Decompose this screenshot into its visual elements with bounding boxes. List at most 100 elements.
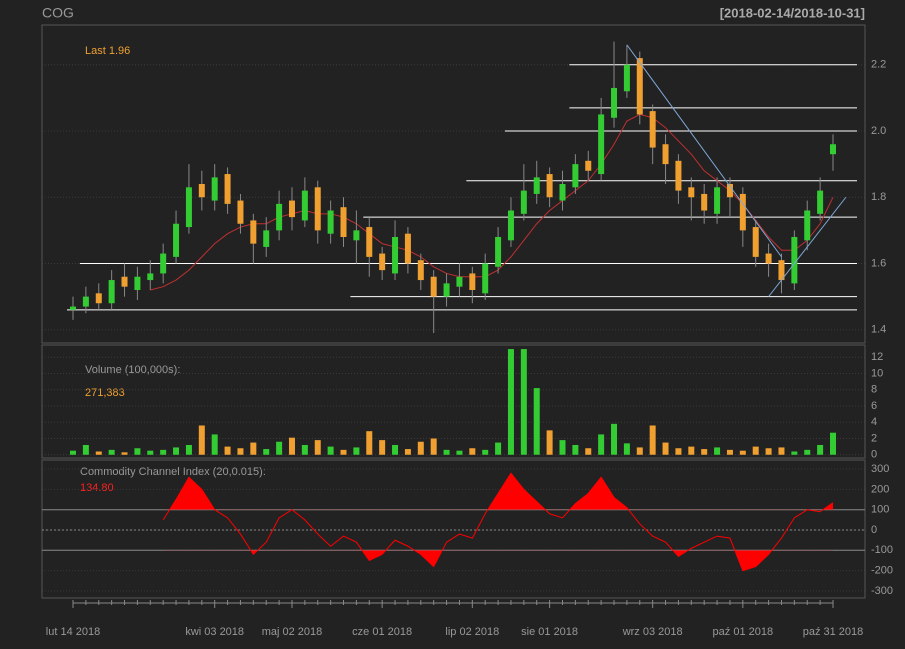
candle-body bbox=[134, 276, 141, 290]
candle-body bbox=[198, 184, 205, 198]
candle-body bbox=[456, 276, 463, 287]
volume-bar bbox=[263, 449, 270, 455]
volume-bar bbox=[237, 448, 244, 455]
volume-bar bbox=[224, 446, 231, 455]
candle-body bbox=[430, 276, 437, 297]
x-tick-label: maj 02 2018 bbox=[262, 626, 323, 638]
candle-body bbox=[314, 187, 321, 231]
volume-bar bbox=[82, 444, 89, 455]
volume-bar bbox=[611, 423, 618, 455]
candle-body bbox=[121, 276, 128, 287]
volume-last: 271,383 bbox=[85, 387, 125, 399]
candle-body bbox=[533, 177, 540, 194]
candle-body bbox=[340, 207, 347, 237]
y-tick-label: 2.0 bbox=[871, 125, 886, 137]
candle-body bbox=[443, 283, 450, 297]
candle-body bbox=[160, 253, 167, 274]
volume-bar bbox=[134, 448, 141, 455]
volume-bar bbox=[276, 441, 283, 455]
candle-body bbox=[830, 144, 836, 155]
candle-body bbox=[636, 58, 643, 115]
volume-bar bbox=[572, 444, 579, 455]
x-tick-label: lip 02 2018 bbox=[445, 626, 499, 638]
candle-body bbox=[301, 190, 308, 221]
volume-bar bbox=[675, 448, 682, 455]
volume-bar bbox=[173, 447, 180, 455]
volume-bar bbox=[585, 448, 592, 455]
candle-body bbox=[804, 210, 811, 241]
y-tick-label: 1.6 bbox=[871, 257, 886, 269]
volume-bar bbox=[482, 449, 489, 455]
candle-body bbox=[173, 223, 180, 257]
volume-bar bbox=[701, 449, 708, 455]
candle-body bbox=[752, 227, 759, 257]
y-tick-label: 0 bbox=[871, 449, 877, 461]
candle-body bbox=[108, 280, 115, 304]
x-tick-label: sie 01 2018 bbox=[521, 626, 578, 638]
volume-bar bbox=[739, 450, 746, 455]
cci-fill bbox=[169, 473, 833, 510]
volume-bar bbox=[392, 444, 399, 455]
volume-bar bbox=[95, 451, 102, 455]
panel-border bbox=[41, 24, 866, 344]
volume-bar bbox=[430, 438, 437, 455]
volume-bar bbox=[662, 442, 669, 455]
candle-body bbox=[288, 200, 295, 218]
volume-bar bbox=[211, 434, 218, 455]
volume-bar bbox=[301, 444, 308, 455]
y-tick-label: 8 bbox=[871, 384, 877, 396]
y-tick-label: 10 bbox=[871, 367, 883, 379]
candle-body bbox=[559, 184, 566, 201]
candle-body bbox=[353, 230, 360, 241]
y-tick-label: -200 bbox=[871, 565, 893, 577]
volume-bar bbox=[353, 447, 360, 455]
volume-bar bbox=[507, 349, 514, 455]
volume-bar bbox=[108, 449, 115, 455]
trend-line bbox=[768, 196, 847, 297]
candle-body bbox=[327, 210, 334, 234]
volume-bar bbox=[70, 450, 76, 455]
volume-bar bbox=[198, 425, 205, 455]
candle-body bbox=[572, 164, 579, 188]
candle-body bbox=[585, 160, 592, 171]
cci-label: Commodity Channel Index (20,0.015): bbox=[80, 466, 266, 478]
cci-fill bbox=[163, 550, 833, 571]
candle-body bbox=[623, 64, 630, 92]
volume-bar bbox=[456, 450, 463, 455]
volume-bar bbox=[623, 443, 630, 455]
volume-bar bbox=[546, 430, 553, 455]
volume-bar bbox=[185, 444, 192, 455]
volume-label: Volume (100,000s): bbox=[85, 364, 180, 376]
candle-body bbox=[404, 233, 411, 264]
y-tick-label: -100 bbox=[871, 544, 893, 556]
volume-bar bbox=[765, 448, 772, 455]
candle-body bbox=[507, 210, 514, 241]
y-tick-label: 200 bbox=[871, 483, 889, 495]
y-tick-label: 1.4 bbox=[871, 324, 886, 336]
last-price: Last 1.96 bbox=[85, 45, 130, 57]
y-tick-label: 300 bbox=[871, 463, 889, 475]
volume-bar bbox=[469, 448, 476, 455]
volume-bar bbox=[288, 437, 295, 455]
candle-body bbox=[276, 203, 283, 231]
candle-body bbox=[263, 230, 270, 247]
volume-bar bbox=[688, 446, 695, 455]
volume-bar bbox=[404, 449, 411, 455]
date-range: [2018-02-14/2018-10-31] bbox=[720, 5, 865, 20]
volume-bar bbox=[340, 449, 347, 455]
candle-body bbox=[546, 174, 553, 198]
candle-body bbox=[662, 144, 669, 165]
candle-body bbox=[739, 193, 746, 231]
y-tick-label: 1.8 bbox=[871, 191, 886, 203]
candle-body bbox=[237, 200, 244, 224]
candle-body bbox=[482, 263, 489, 294]
panel-border bbox=[41, 459, 866, 599]
candle-body bbox=[82, 296, 89, 307]
volume-bar bbox=[778, 447, 785, 455]
candle-body bbox=[469, 273, 476, 290]
volume-bar bbox=[726, 449, 733, 455]
volume-bar bbox=[147, 450, 154, 455]
chart-title: COG bbox=[42, 5, 74, 21]
volume-bar bbox=[417, 441, 424, 455]
